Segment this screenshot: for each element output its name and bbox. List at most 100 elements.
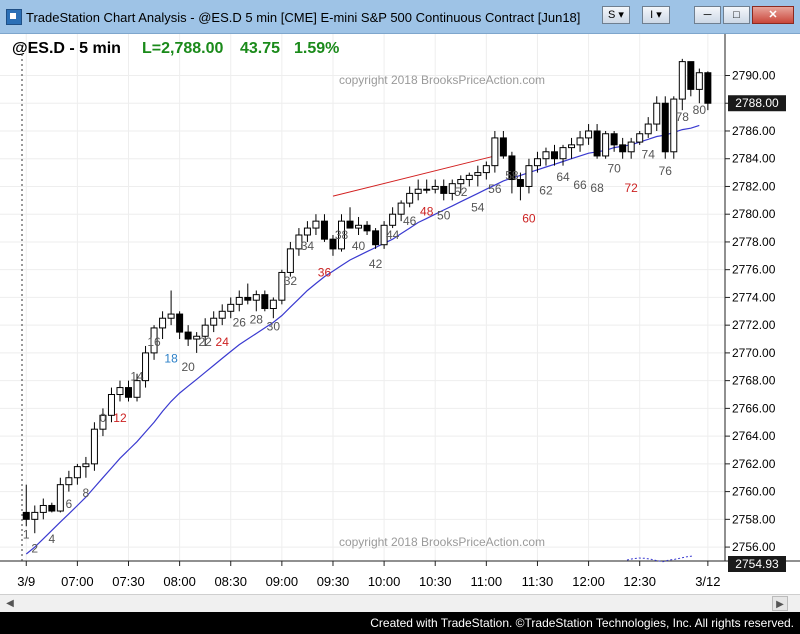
candle-bull [39, 504, 47, 513]
close-button[interactable]: ✕ [752, 6, 794, 24]
candle-bear [346, 220, 354, 229]
scroll-right-arrow-icon[interactable]: ▶ [772, 596, 788, 611]
candle-bull [269, 299, 277, 310]
bar-number-label: 18 [164, 351, 178, 365]
candle-bull [73, 466, 81, 479]
time-tick-label: 07:30 [112, 574, 145, 589]
candle-bull [644, 123, 652, 135]
candle-bull [636, 133, 644, 143]
candle-bull [227, 303, 235, 312]
price-tick-label: 2766.00 [732, 401, 776, 415]
candle-bull [542, 151, 550, 160]
price-tick-label: 2758.00 [732, 512, 776, 526]
time-tick-label: 10:00 [368, 574, 401, 589]
bar-number-label: 4 [48, 532, 55, 546]
bar-number-label: 50 [437, 209, 451, 223]
candle-bull [218, 310, 226, 319]
bar-number-label: 30 [267, 320, 281, 334]
bar-number-label: 68 [590, 181, 604, 195]
bar-number-label: 58 [505, 168, 519, 182]
candle-bull [491, 137, 499, 167]
ema-value-marker: 2754.93 [728, 556, 786, 572]
candle-bull [90, 428, 98, 465]
candle-bear [593, 130, 601, 157]
bar-number-label: 14 [130, 369, 144, 383]
minimize-button[interactable]: ─ [694, 6, 721, 24]
candle-bear [320, 220, 328, 240]
candle-bull [457, 179, 465, 185]
candle-bull [286, 248, 294, 273]
candle-bull [142, 352, 150, 382]
time-tick-label: 07:00 [61, 574, 94, 589]
candle-bull [312, 220, 320, 229]
candle-bull [414, 188, 422, 194]
bar-number-label: 62 [539, 184, 553, 198]
symbol-link-button[interactable]: S ▾ [602, 6, 630, 24]
candle-bull [448, 183, 456, 194]
candle-bull [568, 144, 576, 149]
interval-link-button[interactable]: I ▾ [642, 6, 670, 24]
bar-number-label: 32 [284, 274, 298, 288]
candle-bull [627, 141, 635, 153]
time-tick-label: 09:30 [317, 574, 350, 589]
candle-bull [585, 130, 593, 139]
scroll-left-arrow-icon[interactable]: ◀ [6, 598, 14, 609]
candle-bull [295, 234, 303, 250]
interval-link-label: I [650, 9, 654, 21]
status-text: Created with TradeStation. ©TradeStation… [370, 616, 794, 630]
candle-bull [431, 185, 439, 190]
bar-number-label: 12 [113, 411, 127, 425]
trendline [332, 155, 495, 197]
price-chart[interactable]: @ES.D - 5 min L=2,788.00 43.75 1.59% cop… [0, 34, 800, 594]
bar-number-label: 36 [318, 265, 332, 279]
time-tick-label: 11:00 [471, 574, 503, 589]
time-tick-label: 3/9 [17, 574, 35, 589]
candle-bear [363, 224, 371, 232]
price-tick-label: 2772.00 [732, 318, 776, 332]
candle-bull [355, 224, 363, 229]
candle-bull [99, 414, 107, 430]
time-tick-label: 08:00 [163, 574, 196, 589]
price-tick-label: 2760.00 [732, 485, 776, 499]
time-tick-label: 08:30 [214, 574, 247, 589]
candle-bull [576, 137, 584, 146]
last-price-box-text: 2788.00 [735, 96, 779, 110]
candle-bull [201, 324, 209, 337]
price-tick-label: 2790.00 [732, 69, 776, 83]
horizontal-scrollbar[interactable]: ◀ ▶ [0, 594, 800, 612]
bar-number-label: 2 [31, 541, 38, 555]
bar-number-label: 38 [335, 228, 349, 242]
candle-bull [303, 227, 311, 236]
candle-bull [465, 174, 473, 181]
symbol-link-label: S [608, 9, 616, 21]
bar-number-label: 48 [420, 204, 434, 218]
candle-bull [670, 98, 678, 153]
candle-bull [252, 294, 260, 301]
candle-bull [482, 165, 490, 174]
price-tick-label: 2756.00 [732, 540, 776, 554]
bar-number-label: 20 [181, 360, 195, 374]
candle-bull [338, 220, 345, 250]
ema-line-group [25, 124, 700, 563]
maximize-button[interactable]: □ [723, 6, 750, 24]
bar-number-label: 42 [369, 257, 383, 271]
price-tick-label: 2780.00 [732, 207, 776, 221]
candle-bull [695, 72, 703, 90]
price-tick-label: 2768.00 [732, 374, 776, 388]
bar-number-label: 52 [454, 185, 468, 199]
price-tick-label: 2776.00 [732, 263, 776, 277]
price-tick-label: 2784.00 [732, 152, 776, 166]
bar-number-label: 54 [471, 200, 485, 214]
candle-bull [116, 387, 124, 396]
candle-bear [551, 151, 558, 160]
candle-bull [406, 192, 414, 204]
candle-bull [278, 271, 286, 301]
bar-number-label: 8 [83, 486, 90, 500]
bar-number-label: 80 [693, 103, 707, 117]
bar-number-label: 76 [659, 164, 673, 178]
candle-bull [423, 188, 431, 191]
candle-bull [602, 133, 610, 157]
last-price-marker: 2788.00 [728, 95, 786, 112]
time-axis-labels: 3/9 07:00 07:30 08:00 08:30 09:00 09:30 10:00 10… [17, 561, 721, 589]
